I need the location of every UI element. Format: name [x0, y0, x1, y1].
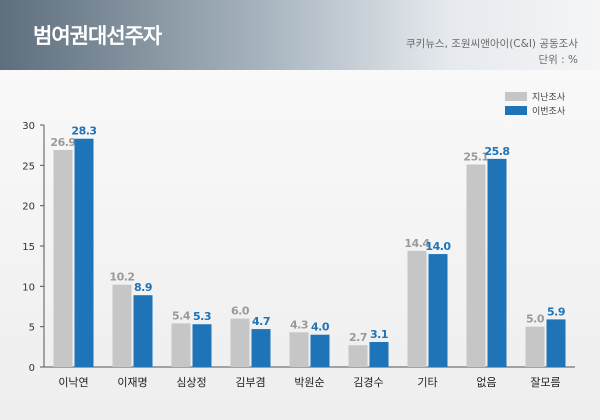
value-label-current-8: 25.8: [484, 145, 509, 158]
value-label-previous-5: 4.3: [290, 318, 308, 331]
category-label-9: 잘모름: [530, 376, 560, 389]
bar-previous-3: [171, 323, 191, 367]
category-label-1: 이낙연: [58, 376, 88, 389]
bar-current-4: [251, 329, 271, 367]
bar-previous-2: [112, 284, 132, 367]
bar-current-8: [487, 158, 507, 367]
y-tick-label: 5: [29, 323, 35, 334]
bar-previous-1: [53, 150, 73, 367]
value-label-current-1: 28.3: [71, 125, 96, 138]
value-label-previous-3: 5.4: [172, 309, 191, 322]
bar-current-3: [192, 324, 212, 367]
bar-current-2: [133, 295, 153, 367]
category-label-2: 이재명: [117, 376, 147, 389]
category-label-6: 김경수: [353, 376, 383, 389]
bar-previous-4: [230, 318, 250, 367]
legend-swatch-1: [505, 92, 527, 101]
bar-current-9: [546, 319, 566, 367]
legend-label-1: 지난조사: [532, 92, 566, 103]
bar-previous-5: [289, 332, 309, 367]
value-label-current-2: 8.9: [134, 281, 152, 294]
value-label-previous-9: 5.0: [526, 313, 545, 326]
category-label-7: 기타: [417, 376, 437, 389]
value-label-current-4: 4.7: [252, 315, 270, 328]
source-note: 쿠키뉴스, 조원씨앤아이(C&I) 공동조사: [405, 38, 578, 50]
value-label-previous-6: 2.7: [349, 331, 367, 344]
y-tick-label: 10: [22, 282, 35, 293]
legend-label-2: 이번조사: [532, 106, 566, 117]
bar-previous-8: [466, 164, 486, 367]
value-label-current-7: 14.0: [425, 240, 451, 253]
y-tick-label: 20: [22, 202, 35, 213]
value-label-previous-8: 25.1: [463, 151, 488, 164]
category-label-4: 김부겸: [235, 376, 265, 389]
value-label-previous-4: 6.0: [231, 305, 250, 318]
y-tick-label: 15: [22, 242, 35, 253]
bar-previous-9: [525, 326, 545, 367]
y-tick-label: 25: [22, 161, 35, 172]
value-label-current-9: 5.9: [547, 305, 565, 318]
bar-current-7: [428, 254, 448, 367]
bar-current-6: [369, 341, 389, 367]
bar-current-5: [310, 334, 330, 367]
bar-previous-7: [407, 250, 427, 367]
y-tick-label: 30: [22, 121, 35, 132]
category-label-5: 박원순: [294, 376, 324, 389]
unit-note: 단위 : %: [538, 54, 578, 66]
bar-current-1: [74, 138, 94, 367]
header-banner: 범여권대선주자 쿠키뉴스, 조원씨앤아이(C&I) 공동조사 단위 : %: [0, 0, 600, 70]
legend-swatch-2: [505, 106, 527, 115]
bar-previous-6: [348, 345, 368, 367]
chart-title: 범여권대선주자: [33, 24, 162, 48]
value-label-current-5: 4.0: [311, 321, 330, 334]
value-label-previous-2: 10.2: [109, 271, 134, 284]
y-tick-label: 0: [29, 363, 35, 374]
category-label-8: 없음: [476, 376, 496, 389]
category-label-3: 심상정: [176, 376, 206, 389]
value-label-previous-7: 14.4: [404, 237, 430, 250]
value-label-current-3: 5.3: [193, 310, 211, 323]
value-label-previous-1: 26.9: [50, 136, 75, 149]
value-label-current-6: 3.1: [370, 328, 388, 341]
